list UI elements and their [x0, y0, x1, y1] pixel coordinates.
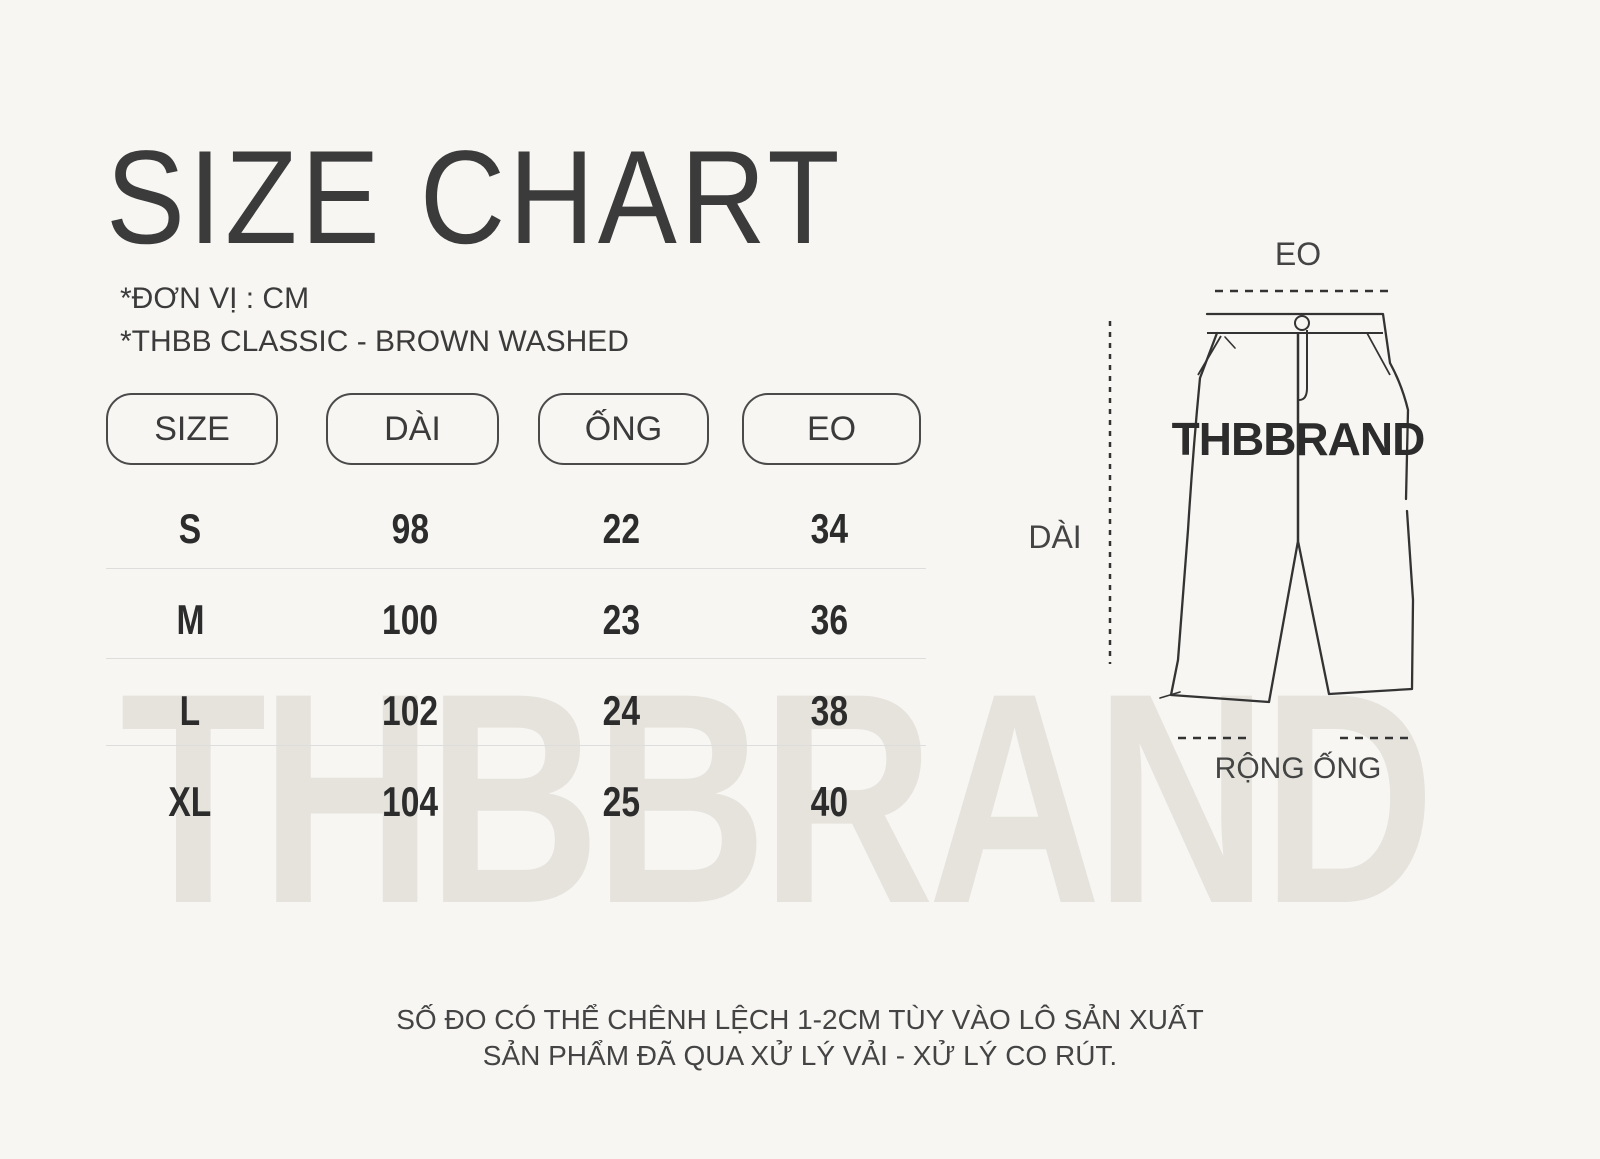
svg-text:DÀI: DÀI — [1028, 519, 1081, 555]
svg-text:THBBRAND: THBBRAND — [1172, 413, 1425, 465]
svg-text:RỘNG ỐNG: RỘNG ỐNG — [1215, 751, 1382, 785]
svg-text:EO: EO — [1275, 236, 1321, 272]
